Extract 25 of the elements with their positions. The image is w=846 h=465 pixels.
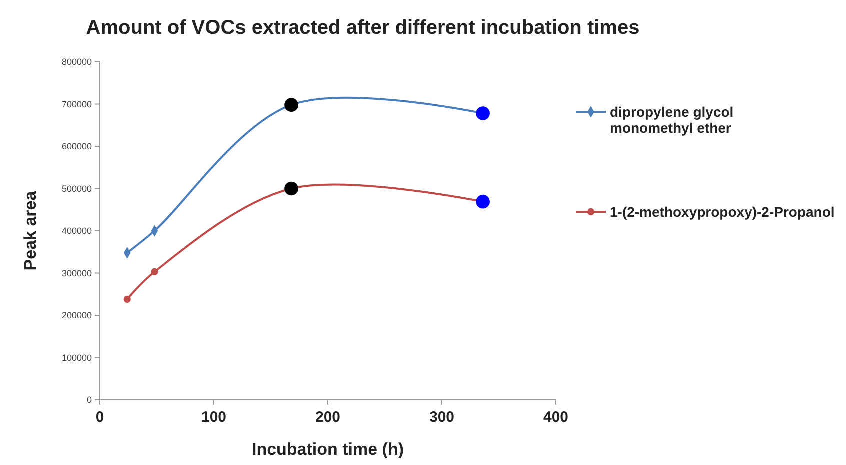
y-tick-label: 800000 bbox=[62, 57, 92, 68]
chart-title: Amount of VOCs extracted after different incubation times bbox=[86, 17, 640, 39]
x-tick-label: 0 bbox=[96, 409, 104, 426]
y-tick-label: 200000 bbox=[62, 310, 92, 321]
point bbox=[284, 98, 298, 112]
y-tick-label: 300000 bbox=[62, 268, 92, 278]
point bbox=[284, 182, 298, 196]
x-tick-label: 400 bbox=[543, 409, 569, 426]
point bbox=[151, 268, 158, 276]
point bbox=[476, 194, 490, 209]
y-tick-label: 400000 bbox=[62, 226, 92, 236]
x-tick-label: 300 bbox=[429, 409, 455, 426]
y-tick-label: 600000 bbox=[62, 142, 92, 152]
point bbox=[124, 296, 131, 304]
legend-label: 1-(2-methoxypropoxy)-2-Propanol bbox=[610, 204, 835, 220]
y-tick-label: 100000 bbox=[62, 352, 92, 363]
y-axis-title: Peak area bbox=[21, 190, 40, 271]
x-axis-title: Incubation time (h) bbox=[252, 440, 404, 459]
legend-label: dipropylene glycol monomethyl ether bbox=[610, 104, 734, 136]
y-tick-label: 500000 bbox=[62, 184, 92, 194]
y-tick-label: 700000 bbox=[62, 99, 92, 110]
x-tick-label: 200 bbox=[315, 409, 341, 426]
x-tick-label: 100 bbox=[201, 409, 227, 426]
y-tick-label: 0 bbox=[86, 395, 92, 406]
point bbox=[476, 106, 490, 120]
